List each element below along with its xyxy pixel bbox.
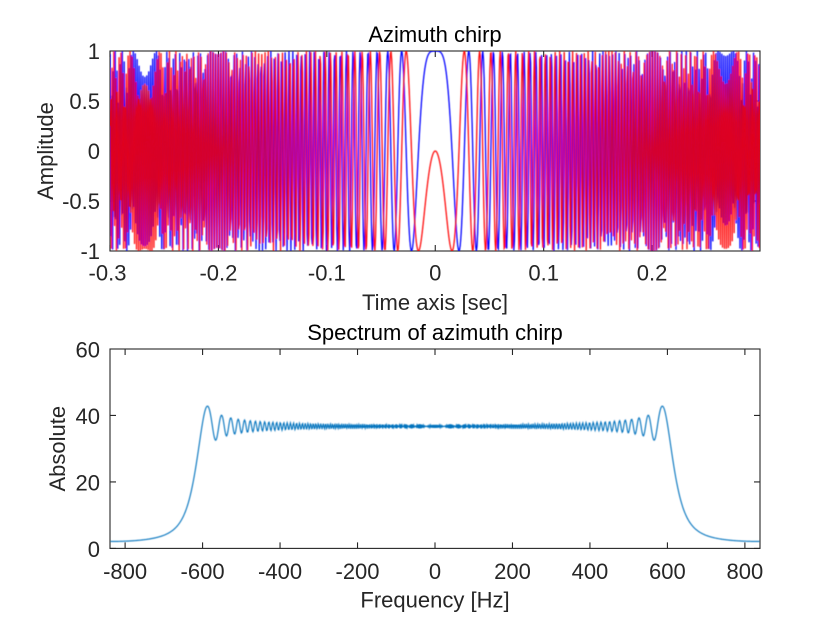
svg-text:-0.5: -0.5 (62, 189, 100, 214)
svg-text:-600: -600 (181, 559, 225, 584)
svg-text:-0.1: -0.1 (308, 261, 346, 286)
svg-text:0.1: 0.1 (528, 261, 559, 286)
svg-text:400: 400 (572, 559, 609, 584)
svg-text:Absolute: Absolute (45, 406, 70, 492)
svg-text:-0.2: -0.2 (199, 261, 237, 286)
svg-text:-800: -800 (103, 559, 147, 584)
svg-text:20: 20 (76, 470, 100, 495)
svg-text:Time axis [sec]: Time axis [sec] (362, 290, 508, 315)
svg-text:0: 0 (429, 559, 441, 584)
svg-text:0.5: 0.5 (69, 89, 100, 114)
svg-text:-1: -1 (80, 239, 100, 264)
svg-text:Amplitude: Amplitude (33, 102, 58, 200)
svg-text:200: 200 (494, 559, 531, 584)
svg-text:40: 40 (76, 404, 100, 429)
svg-text:Azimuth chirp: Azimuth chirp (368, 22, 501, 47)
svg-text:800: 800 (727, 559, 764, 584)
svg-text:-400: -400 (258, 559, 302, 584)
svg-text:-0.3: -0.3 (89, 261, 127, 286)
svg-text:0: 0 (88, 139, 100, 164)
svg-text:0: 0 (429, 261, 441, 286)
svg-text:-200: -200 (336, 559, 380, 584)
svg-text:60: 60 (76, 338, 100, 363)
svg-text:0: 0 (88, 537, 100, 562)
svg-text:1: 1 (88, 39, 100, 64)
svg-text:Frequency [Hz]: Frequency [Hz] (360, 588, 509, 613)
svg-text:600: 600 (649, 559, 686, 584)
svg-text:Spectrum of azimuth chirp: Spectrum of azimuth chirp (307, 320, 563, 345)
svg-text:0.2: 0.2 (637, 261, 668, 286)
